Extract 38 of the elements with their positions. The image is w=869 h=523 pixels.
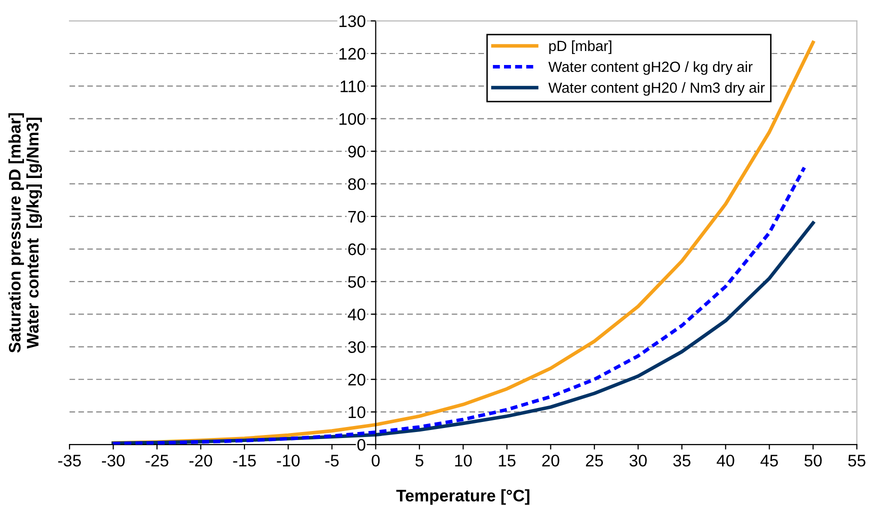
x-tick-label: 0 [372, 454, 380, 467]
y-axis-title: Saturation pressure pD [mbar] Water content [g/kg] [g/Nm3] [8, 113, 42, 353]
legend-label: pD [mbar] [549, 40, 612, 54]
y-tick-label: 70 [348, 210, 366, 223]
x-tick-label: 35 [673, 454, 690, 467]
y-tick-label: 30 [348, 341, 366, 353]
x-tick-label: -20 [189, 454, 212, 467]
x-tick-label: 45 [760, 454, 778, 467]
y-tick-label: 20 [348, 374, 366, 386]
x-tick-label: 15 [498, 454, 516, 467]
x-axis-title: Temperature [°C] [396, 489, 530, 505]
legend-label: Water content gH2O / kg dry air [548, 61, 753, 75]
x-tick-label: 25 [586, 454, 603, 467]
x-tick-label: -10 [276, 454, 300, 467]
x-tick-label: 50 [804, 454, 822, 467]
x-tick-label: 30 [630, 454, 647, 467]
x-tick-label: -15 [233, 454, 256, 467]
y-tick-label: 100 [339, 113, 366, 125]
y-tick-label: 80 [348, 178, 366, 190]
y-tick-label: 50 [348, 276, 366, 288]
x-tick-label: 55 [848, 454, 866, 467]
x-tick-label: -30 [102, 454, 125, 467]
x-tick-label: -5 [325, 454, 339, 467]
y-tick-label: 120 [339, 48, 366, 60]
x-tick-label: 5 [415, 454, 424, 467]
y-tick-label: 40 [348, 308, 366, 320]
y-tick-label: 130 [339, 15, 366, 28]
x-tick-label: 40 [716, 454, 734, 467]
x-tick-label: 20 [542, 454, 560, 467]
y-tick-label: 60 [348, 243, 366, 256]
x-tick-label: -35 [58, 454, 81, 467]
y-tick-label: 110 [340, 80, 366, 92]
y-tick-label: 90 [348, 146, 366, 158]
legend-label: Water content gH20 / Nm3 dry air [548, 82, 765, 96]
y-tick-label: 0 [357, 438, 366, 451]
x-tick-label: -25 [146, 454, 168, 467]
x-tick-label: 10 [455, 454, 472, 467]
y-tick-label: 10 [348, 406, 366, 418]
